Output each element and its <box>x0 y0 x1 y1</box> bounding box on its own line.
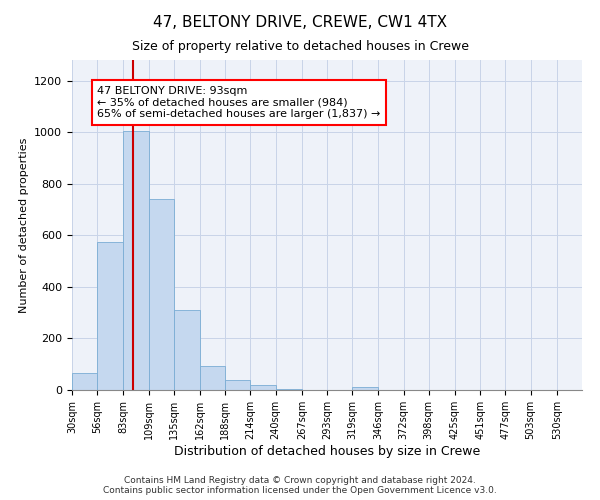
Bar <box>72 373 97 390</box>
Bar <box>124 131 149 390</box>
Bar <box>352 388 379 390</box>
Bar <box>250 385 275 390</box>
X-axis label: Distribution of detached houses by size in Crewe: Distribution of detached houses by size … <box>174 444 480 458</box>
Bar <box>174 310 200 390</box>
Bar <box>225 380 250 390</box>
Bar <box>275 388 302 390</box>
Text: 47 BELTONY DRIVE: 93sqm
← 35% of detached houses are smaller (984)
65% of semi-d: 47 BELTONY DRIVE: 93sqm ← 35% of detache… <box>97 86 380 119</box>
Text: Size of property relative to detached houses in Crewe: Size of property relative to detached ho… <box>131 40 469 53</box>
Text: 47, BELTONY DRIVE, CREWE, CW1 4TX: 47, BELTONY DRIVE, CREWE, CW1 4TX <box>153 15 447 30</box>
Bar <box>149 199 174 390</box>
Y-axis label: Number of detached properties: Number of detached properties <box>19 138 29 312</box>
Bar <box>200 366 225 390</box>
Text: Contains HM Land Registry data © Crown copyright and database right 2024.
Contai: Contains HM Land Registry data © Crown c… <box>103 476 497 495</box>
Bar <box>97 242 124 390</box>
